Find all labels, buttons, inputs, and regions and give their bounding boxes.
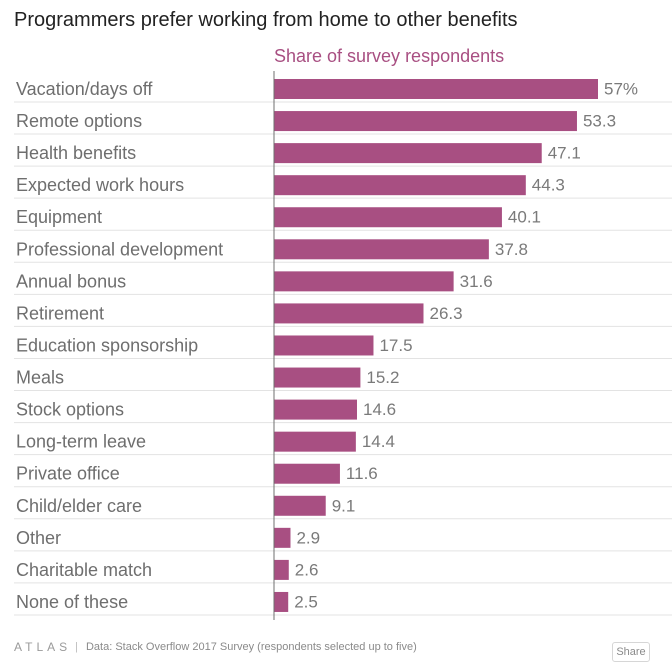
bar[interactable] <box>274 399 357 420</box>
value-label: 2.9 <box>296 528 320 547</box>
share-button[interactable]: Share <box>612 642 650 662</box>
bar[interactable] <box>274 591 289 612</box>
value-label: 26.3 <box>429 304 462 323</box>
bar[interactable] <box>274 527 291 548</box>
category-label: Long-term leave <box>16 432 146 452</box>
bar[interactable] <box>274 175 526 196</box>
bar[interactable] <box>274 207 502 228</box>
value-label: 53.3 <box>583 112 616 131</box>
value-label: 9.1 <box>332 496 356 515</box>
category-label: Annual bonus <box>16 271 126 291</box>
bar[interactable] <box>274 335 374 356</box>
bar[interactable] <box>274 431 356 452</box>
value-label: 47.1 <box>548 144 581 163</box>
category-labels: Vacation/days off Remote options Health be… <box>16 79 223 612</box>
category-label: Expected work hours <box>16 175 184 195</box>
value-label: 15.2 <box>366 368 399 387</box>
footer: ATLAS | Data: Stack Overflow 2017 Survey… <box>14 640 417 654</box>
value-labels: 57% 53.347.1 44.3 40.1 37.831.6 26.3 17.5 15.2 1… <box>294 80 638 612</box>
value-label: 14.6 <box>363 400 396 419</box>
bar[interactable] <box>274 143 542 164</box>
chart-subtitle: Share of survey respondents <box>274 46 505 66</box>
value-label: 14.4 <box>362 432 395 451</box>
category-label: None of these <box>16 592 128 612</box>
category-label: Retirement <box>16 303 104 323</box>
category-label: Health benefits <box>16 143 136 163</box>
category-label: Other <box>16 528 61 548</box>
value-label: 44.3 <box>532 176 565 195</box>
footer-separator: | <box>75 641 78 653</box>
source-note: Data: Stack Overflow 2017 Survey (respon… <box>85 641 417 653</box>
bar[interactable] <box>274 79 598 99</box>
category-label: Remote options <box>16 111 142 131</box>
category-label: Meals <box>16 368 64 388</box>
category-label: Professional development <box>16 239 223 259</box>
value-label: 11.6 <box>346 464 378 483</box>
category-label: Education sponsorship <box>16 335 198 355</box>
category-label: Stock options <box>16 400 124 420</box>
atlas-logo[interactable]: ATLAS <box>14 640 72 654</box>
bar[interactable] <box>274 239 489 260</box>
bar[interactable] <box>274 303 424 324</box>
value-label: 57% <box>604 80 638 99</box>
bars <box>274 79 598 612</box>
category-label: Equipment <box>16 207 102 227</box>
bar[interactable] <box>274 111 577 132</box>
value-label: 31.6 <box>460 272 493 291</box>
value-label: 17.5 <box>379 336 412 355</box>
category-label: Child/elder care <box>16 496 142 516</box>
bar[interactable] <box>274 463 340 484</box>
value-label: 40.1 <box>508 208 541 227</box>
category-label: Charitable match <box>16 560 152 580</box>
value-label: 37.8 <box>495 240 528 259</box>
gridlines <box>14 101 672 616</box>
value-label: 2.5 <box>294 592 318 611</box>
category-label: Vacation/days off <box>16 79 153 99</box>
bar[interactable] <box>274 271 454 292</box>
bar[interactable] <box>274 495 326 516</box>
value-label: 2.6 <box>295 560 319 579</box>
bar[interactable] <box>274 559 289 580</box>
bar[interactable] <box>274 367 361 388</box>
category-label: Private office <box>16 464 120 484</box>
chart-title: Programmers prefer working from home to … <box>14 9 518 31</box>
